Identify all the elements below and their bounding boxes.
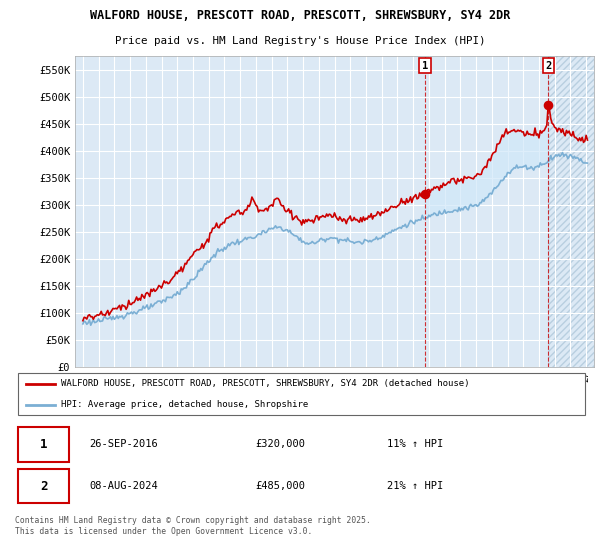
Text: 11% ↑ HPI: 11% ↑ HPI xyxy=(388,440,444,449)
Text: 21% ↑ HPI: 21% ↑ HPI xyxy=(388,481,444,491)
FancyBboxPatch shape xyxy=(18,373,585,416)
Text: 1: 1 xyxy=(422,60,428,71)
Text: 08-AUG-2024: 08-AUG-2024 xyxy=(89,481,158,491)
FancyBboxPatch shape xyxy=(18,427,70,461)
Text: Contains HM Land Registry data © Crown copyright and database right 2025.
This d: Contains HM Land Registry data © Crown c… xyxy=(15,516,371,536)
Text: £485,000: £485,000 xyxy=(256,481,305,491)
Text: 1: 1 xyxy=(40,438,47,451)
Point xyxy=(544,100,553,109)
Text: 2: 2 xyxy=(40,479,47,493)
Text: 2: 2 xyxy=(545,60,551,71)
Text: HPI: Average price, detached house, Shropshire: HPI: Average price, detached house, Shro… xyxy=(61,400,308,409)
Text: £320,000: £320,000 xyxy=(256,440,305,449)
Point xyxy=(420,189,430,198)
FancyBboxPatch shape xyxy=(18,469,70,503)
Text: 26-SEP-2016: 26-SEP-2016 xyxy=(89,440,158,449)
Text: WALFORD HOUSE, PRESCOTT ROAD, PRESCOTT, SHREWSBURY, SY4 2DR (detached house): WALFORD HOUSE, PRESCOTT ROAD, PRESCOTT, … xyxy=(61,379,469,388)
Text: WALFORD HOUSE, PRESCOTT ROAD, PRESCOTT, SHREWSBURY, SY4 2DR: WALFORD HOUSE, PRESCOTT ROAD, PRESCOTT, … xyxy=(90,9,510,22)
Text: Price paid vs. HM Land Registry's House Price Index (HPI): Price paid vs. HM Land Registry's House … xyxy=(115,36,485,46)
